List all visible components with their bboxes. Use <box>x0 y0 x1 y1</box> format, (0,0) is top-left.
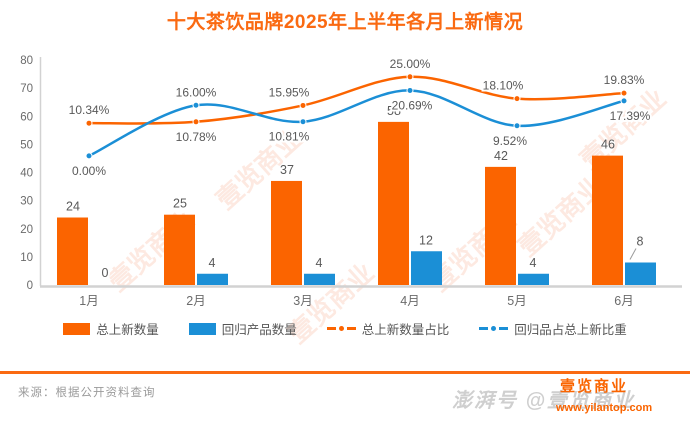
x-axis-month-label: 6月 <box>614 294 633 308</box>
bar-value-label: 8 <box>637 235 644 249</box>
legend-label: 总上新数量 <box>96 323 159 337</box>
bar-returning <box>411 251 442 285</box>
legend-label: 回归产品数量 <box>221 323 297 337</box>
orange-divider <box>0 371 690 374</box>
pct-label-returning-pct: 0.00% <box>72 164 106 178</box>
legend-item-total-new-bars[interactable]: 总上新数量 <box>63 319 159 338</box>
y-axis-tick-label: 40 <box>20 168 33 180</box>
pct-label-total-new-pct: 10.78% <box>176 130 217 144</box>
pct-label-total-new-pct: 25.00% <box>390 57 431 71</box>
x-axis-month-label: 4月 <box>400 294 419 308</box>
y-axis-tick-label: 20 <box>20 224 33 236</box>
legend-label: 回归品占总上新比重 <box>514 323 627 337</box>
bar-returning <box>197 273 228 285</box>
point-returning-pct <box>192 101 200 109</box>
point-returning-pct <box>85 152 93 160</box>
point-total-new-pct <box>513 95 521 103</box>
bar-total-new <box>271 180 302 285</box>
bar-value-label: 4 <box>209 256 216 270</box>
bar-total-new <box>378 121 409 285</box>
legend-swatch-blue-bar <box>188 322 216 335</box>
pct-label-returning-pct: 20.69% <box>392 98 433 112</box>
yilan-url: www.yilantop.com <box>556 402 653 414</box>
bar-value-label: 25 <box>173 197 187 211</box>
y-axis-tick-label: 70 <box>20 83 33 95</box>
y-axis-tick-label: 50 <box>20 139 33 151</box>
chart-legend: 总上新数量 回归产品数量 总上新数量占比 回归品占总上新比重 <box>0 319 690 338</box>
pct-label-returning-pct: 9.52% <box>493 134 527 148</box>
legend-item-total-new-pct-line[interactable]: 总上新数量占比 <box>326 319 450 338</box>
point-total-new-pct <box>192 118 200 126</box>
bar-value-label: 42 <box>494 149 508 163</box>
page-title: 十大茶饮品牌2025年上半年各月上新情况 <box>166 12 524 33</box>
legend-label: 总上新数量占比 <box>361 323 450 337</box>
x-axis-month-label: 3月 <box>293 294 312 308</box>
x-axis-month-label: 1月 <box>79 294 98 308</box>
legend-swatch-orange-bar <box>63 322 91 335</box>
bar-total-new <box>485 166 516 285</box>
pct-label-total-new-pct: 15.95% <box>269 85 310 99</box>
legend-marker-blue-line <box>479 326 509 331</box>
bar-value-label: 12 <box>419 233 433 247</box>
point-returning-pct <box>406 86 414 94</box>
bar-value-label: 58 <box>387 104 401 118</box>
x-axis-month-label: 5月 <box>507 294 526 308</box>
source-note: 来源：根据公开资料查询 <box>18 387 156 399</box>
legend-item-returning-bars[interactable]: 回归产品数量 <box>188 319 297 338</box>
bar-returning <box>625 262 656 285</box>
bar-total-new <box>164 214 195 285</box>
y-axis-tick-label: 10 <box>20 252 33 264</box>
bar-value-label: 24 <box>66 200 80 214</box>
pct-label-total-new-pct: 18.10% <box>483 79 524 93</box>
line-returning-pct <box>87 89 626 158</box>
pct-label-total-new-pct: 19.83% <box>604 73 645 87</box>
bar-value-label: 4 <box>530 256 537 270</box>
point-returning-pct <box>620 97 628 105</box>
y-axis-tick-label: 60 <box>20 111 33 123</box>
pct-label-returning-pct: 17.39% <box>610 109 651 123</box>
y-axis-tick-label: 30 <box>20 196 33 208</box>
y-axis-tick-label: 80 <box>20 55 33 67</box>
pct-label-returning-pct: 10.81% <box>269 130 310 144</box>
bar-returning <box>518 273 549 285</box>
point-returning-pct <box>513 122 521 130</box>
pct-label-total-new-pct: 10.34% <box>69 103 110 117</box>
bar-value-label: 46 <box>601 138 615 152</box>
point-total-new-pct <box>85 119 93 127</box>
pct-label-returning-pct: 16.00% <box>176 85 217 99</box>
bar-returning <box>304 273 335 285</box>
y-axis-tick-label: 0 <box>27 280 33 292</box>
point-returning-pct <box>299 118 307 126</box>
bar-value-label: 0 <box>102 266 109 280</box>
line-total-new-pct <box>87 75 626 125</box>
bar-value-label: 37 <box>280 163 294 177</box>
point-total-new-pct <box>406 73 414 81</box>
platform-watermark: 澎湃号 @壹览商业 <box>452 390 636 412</box>
bar-total-new <box>592 155 623 285</box>
legend-item-returning-pct-line[interactable]: 回归品占总上新比重 <box>479 319 627 338</box>
point-total-new-pct <box>299 101 307 109</box>
x-axis-month-label: 2月 <box>186 294 205 308</box>
bar-total-new <box>57 217 88 285</box>
yilan-logo: 壹览商业 <box>560 378 629 395</box>
point-total-new-pct <box>620 89 628 97</box>
legend-marker-orange-line <box>326 326 356 331</box>
bar-value-label: 4 <box>316 256 323 270</box>
label-leader-line <box>629 248 637 260</box>
